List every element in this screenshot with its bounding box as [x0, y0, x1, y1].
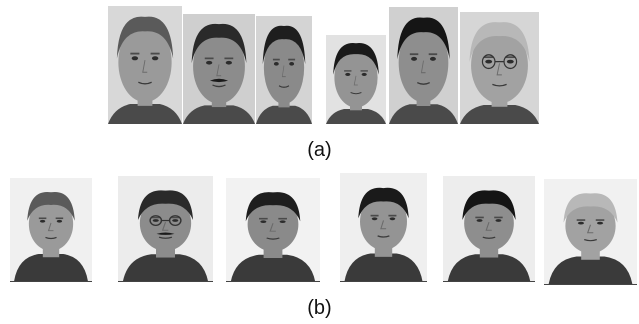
baseline-b6 [544, 284, 637, 285]
caption-a: (a) [307, 139, 332, 161]
face-portrait-5 [389, 7, 458, 124]
face-crop-a6 [460, 12, 539, 124]
face-crop-a4 [326, 35, 386, 124]
baseline-b3 [226, 281, 320, 282]
face-portrait-4 [326, 35, 386, 124]
face-portrait-3 [256, 16, 312, 124]
face-portrait-4 [340, 173, 427, 282]
face-portrait-1 [10, 178, 92, 281]
face-image-b5 [443, 176, 535, 282]
caption-b: (b) [307, 297, 332, 319]
face-portrait-6 [460, 12, 539, 124]
face-crop-a3 [256, 16, 312, 124]
face-crop-a5 [389, 7, 458, 124]
face-portrait-2 [183, 14, 255, 124]
baseline-b2 [118, 281, 213, 282]
face-portrait-1 [108, 6, 182, 124]
face-crop-a2 [183, 14, 255, 124]
face-portrait-6 [544, 179, 637, 284]
baseline-b1 [10, 281, 92, 282]
face-portrait-3 [226, 178, 320, 282]
face-image-b2 [118, 176, 213, 282]
face-portrait-5 [443, 176, 535, 282]
baseline-b5 [443, 281, 535, 282]
face-image-b4 [340, 173, 427, 282]
face-crop-a1 [108, 6, 182, 124]
face-portrait-2 [118, 176, 213, 282]
baseline-b4 [340, 281, 427, 282]
face-image-b1 [10, 178, 92, 281]
face-image-b6 [544, 179, 637, 284]
face-image-b3 [226, 178, 320, 282]
